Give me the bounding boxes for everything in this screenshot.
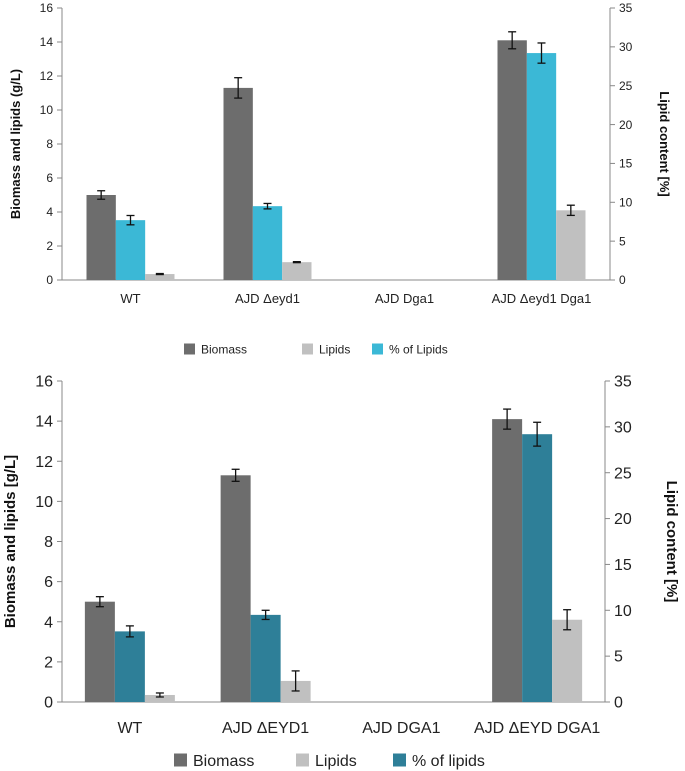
- error-bar: [503, 408, 512, 430]
- bar--of-lipids: [114, 631, 145, 702]
- legend-label: Biomass: [201, 342, 247, 356]
- bar-biomass: [492, 419, 523, 702]
- error-bar: [508, 31, 517, 50]
- y2-tick-label: 10: [614, 603, 632, 620]
- y-tick-label: 6: [46, 171, 53, 185]
- y-axis-title: Biomass and lipids (g/L): [8, 69, 23, 219]
- y-tick-label: 10: [35, 494, 53, 511]
- category-label: AJD ΔEYD DGA1: [474, 720, 600, 737]
- error-bar: [261, 609, 270, 621]
- category-label: WT: [117, 720, 142, 737]
- y2-tick-label: 30: [619, 40, 633, 54]
- legend-label: Lipids: [319, 342, 350, 356]
- y2-tick-label: 0: [614, 695, 623, 712]
- bar-biomass: [220, 475, 251, 702]
- category-label: AJD Δeyd1 Dga1: [492, 291, 592, 306]
- y2-tick-label: 15: [619, 157, 633, 171]
- bar-lipids: [556, 210, 586, 280]
- y-tick-label: 6: [44, 574, 53, 591]
- bar-lipids: [282, 262, 312, 280]
- legend-swatch: [393, 753, 406, 767]
- error-bar: [234, 77, 243, 99]
- y-tick-label: 0: [46, 273, 53, 287]
- y-tick-label: 4: [44, 614, 53, 631]
- y-tick-label: 10: [40, 103, 54, 117]
- y-tick-label: 2: [44, 654, 53, 671]
- bar--of-lipids: [252, 206, 283, 280]
- error-bar: [231, 468, 240, 482]
- y-tick-label: 16: [40, 1, 54, 15]
- bar--of-lipids: [250, 614, 281, 702]
- category-label: AJD ΔEYD1: [222, 720, 309, 737]
- bar-biomass: [497, 40, 527, 280]
- y2-axis-title: Lipid content [%]: [663, 481, 680, 603]
- legend-label: % of lipids: [412, 753, 485, 770]
- y2-tick-label: 20: [614, 511, 632, 528]
- error-bar: [125, 625, 134, 638]
- y-tick-label: 12: [35, 454, 53, 471]
- category-label: AJD Dga1: [375, 291, 434, 306]
- y-tick-label: 14: [40, 35, 54, 49]
- error-bar: [566, 204, 575, 217]
- y2-tick-label: 20: [619, 118, 633, 132]
- bar-lipids: [144, 694, 175, 702]
- y-tick-label: 8: [44, 534, 53, 551]
- error-bar: [155, 692, 164, 698]
- y-tick-label: 4: [46, 205, 53, 219]
- y-tick-label: 12: [40, 69, 54, 83]
- legend: Biomass Lipids % of lipids: [174, 753, 485, 770]
- y-tick-label: 2: [46, 239, 53, 253]
- bar--of-lipids: [522, 434, 553, 702]
- bar--of-lipids: [115, 220, 146, 280]
- error-bar: [291, 670, 300, 692]
- bar-biomass: [84, 601, 115, 702]
- legend-swatch: [174, 753, 187, 767]
- bar-lipids: [145, 274, 175, 280]
- y2-tick-label: 0: [619, 273, 626, 287]
- legend-swatch: [184, 343, 195, 355]
- legend-label: Biomass: [193, 753, 254, 770]
- chart-2: 0 2 4 6 8 10 12 14 16 0 5 10 15 20 25 30 35 Biomass and l…: [2, 374, 680, 770]
- legend-swatch: [372, 343, 383, 355]
- y2-axis-title: Lipid content [%]: [657, 91, 672, 196]
- legend-label: Lipids: [315, 753, 357, 770]
- y-tick-label: 16: [35, 374, 53, 391]
- y2-tick-label: 30: [614, 419, 632, 436]
- bar--of-lipids: [526, 53, 557, 281]
- legend-swatch: [302, 343, 313, 355]
- category-label: AJD Δeyd1: [235, 291, 300, 306]
- category-label: AJD DGA1: [362, 720, 440, 737]
- legend-swatch: [296, 753, 309, 767]
- y-tick-label: 8: [46, 137, 53, 151]
- error-bar: [155, 272, 164, 276]
- legend-label: % of Lipids: [389, 342, 448, 356]
- y2-tick-label: 35: [614, 374, 632, 391]
- y2-tick-label: 35: [619, 1, 633, 15]
- y-axis-title: Biomass and lipids [g/L]: [2, 455, 19, 628]
- legend: Biomass Lipids % of Lipids: [184, 342, 448, 356]
- error-bar: [126, 214, 135, 226]
- y2-tick-label: 10: [619, 195, 633, 209]
- y2-tick-label: 25: [619, 79, 633, 93]
- chart-1: 0 2 4 6 8 10 12 14 16 0 5 10 15 20 25 30 35 Biomass and l…: [8, 1, 672, 356]
- error-bar: [533, 421, 542, 447]
- y-tick-label: 14: [35, 414, 53, 431]
- error-bar: [292, 260, 301, 264]
- y2-tick-label: 15: [614, 557, 632, 574]
- y2-tick-label: 25: [614, 465, 632, 482]
- error-bar: [97, 190, 106, 200]
- y2-tick-label: 5: [614, 649, 623, 666]
- y-tick-label: 0: [44, 695, 53, 712]
- error-bar: [263, 202, 272, 210]
- y2-tick-label: 5: [619, 234, 626, 248]
- bar-lipids: [552, 619, 583, 702]
- bar-biomass: [86, 195, 116, 280]
- bar-biomass: [223, 87, 253, 281]
- category-label: WT: [120, 291, 140, 306]
- error-bar: [537, 42, 546, 64]
- error-bar: [95, 596, 104, 608]
- error-bar: [563, 609, 572, 631]
